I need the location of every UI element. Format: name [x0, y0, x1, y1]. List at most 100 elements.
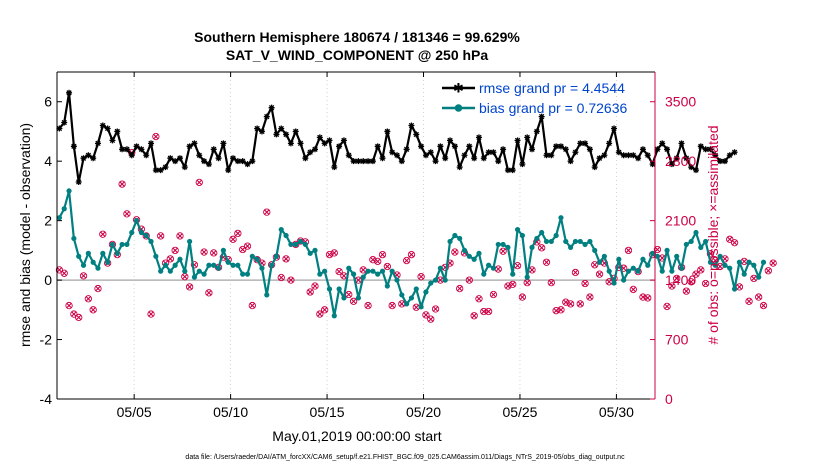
bias-point [162, 262, 169, 268]
obs-assimilated-point [500, 248, 506, 254]
obs-possible-point [407, 250, 416, 259]
obs-assimilated-point [66, 302, 72, 309]
obs-possible-point [701, 279, 710, 288]
obs-assimilated-point [196, 179, 202, 186]
bias-point [307, 250, 313, 256]
rmse-point [649, 161, 656, 168]
obs-assimilated-point [481, 308, 487, 315]
legend: ✱ rmse grand pr = 4.4544 bias grand pr =… [442, 80, 627, 116]
obs-assimilated-point [404, 257, 410, 264]
rmse-point [389, 149, 396, 156]
obs-assimilated-point [230, 236, 236, 242]
obs-assimilated-point [490, 291, 497, 298]
obs-assimilated-point [341, 273, 347, 279]
obs-assimilated-point [736, 284, 742, 290]
obs-possible-point [417, 273, 425, 281]
obs-possible-point [89, 306, 97, 314]
rmse-point [331, 164, 338, 171]
rmse-point [273, 131, 280, 138]
x-tick-label: 05/15 [310, 404, 345, 420]
obs-possible-point [75, 313, 83, 322]
y-tick-label-left: 2 [44, 213, 52, 229]
obs-possible-point [210, 249, 218, 257]
obs-possible-point [147, 310, 155, 318]
rmse-point [152, 167, 159, 174]
obs-assimilated-point [365, 302, 371, 309]
obs-assimilated-point [457, 285, 463, 292]
rmse-point [654, 146, 661, 153]
rmse-point [196, 152, 203, 159]
rmse-point [287, 140, 294, 147]
y-tick-label-right: 2100 [665, 213, 696, 229]
rmse-point [80, 155, 87, 162]
obs-possible-point [84, 295, 92, 303]
bias-point [283, 232, 289, 239]
obs-possible-point [663, 302, 671, 311]
obs-possible-point [70, 310, 78, 318]
obs-possible-point [542, 258, 551, 266]
bias-point [148, 238, 154, 245]
rmse-point [297, 140, 304, 147]
obs-possible-point [499, 247, 507, 255]
rmse-point [659, 140, 666, 147]
bias-point [90, 259, 96, 265]
obs-possible-point [745, 297, 753, 305]
bias-point [495, 241, 501, 248]
bias-point [645, 262, 651, 268]
bias-point [606, 268, 612, 274]
rmse-point [258, 128, 265, 135]
bias-point [688, 238, 694, 245]
obs-assimilated-point [582, 280, 588, 287]
rmse-point [292, 128, 299, 135]
obs-assimilated-point [563, 299, 569, 305]
rmse-point [524, 134, 531, 141]
obs-assimilated-point [495, 266, 501, 272]
obs-possible-point [157, 232, 165, 240]
bias-point [331, 313, 337, 319]
obs-assimilated-point [336, 269, 342, 275]
bias-point [548, 238, 554, 245]
obs-possible-point [422, 311, 430, 319]
obs-assimilated-point [432, 306, 439, 312]
obs-possible-point [229, 235, 237, 243]
bias-point [592, 247, 598, 253]
bias-point [553, 232, 559, 239]
rmse-point [630, 152, 637, 159]
bias-point [601, 253, 607, 259]
rmse-point [104, 125, 111, 132]
obs-assimilated-point [717, 263, 723, 270]
bias-point [80, 262, 87, 268]
bias-point [741, 271, 747, 277]
chart-subtitle: SAT_V_WIND_COMPONENT @ 250 hPa [226, 47, 489, 63]
rmse-point [119, 146, 126, 153]
obs-assimilated-point [770, 260, 776, 266]
rmse-point [384, 128, 391, 135]
rmse-point [114, 128, 121, 135]
obs-assimilated-point [71, 311, 77, 317]
obs-assimilated-point [524, 280, 530, 286]
bias-point [408, 295, 415, 301]
rmse-point [471, 155, 478, 162]
rmse-point [66, 89, 73, 96]
bias-point [760, 259, 767, 265]
legend-rmse-label: rmse grand pr = 4.4544 [479, 80, 625, 96]
rmse-point [162, 164, 169, 171]
x-tick-label: 05/25 [502, 404, 537, 420]
obs-assimilated-point [56, 267, 63, 273]
obs-possible-point [263, 208, 271, 216]
bias-point [466, 253, 472, 259]
bias-point [360, 274, 366, 280]
bias-point [341, 295, 347, 301]
obs-assimilated-point [654, 246, 660, 253]
bias-point [572, 238, 579, 245]
bias-point [119, 241, 125, 248]
bias-point [355, 295, 362, 301]
rmse-point [466, 143, 473, 150]
obs-possible-point [166, 255, 174, 263]
bias-point [211, 262, 217, 268]
obs-assimilated-point [765, 268, 771, 274]
y-tick-label-left: 4 [44, 153, 52, 169]
bias-point [326, 286, 333, 292]
data-file-footer: data file: /Users/raeder/DAI/ATM_forcXX/… [185, 454, 625, 461]
bias-point [736, 259, 742, 265]
